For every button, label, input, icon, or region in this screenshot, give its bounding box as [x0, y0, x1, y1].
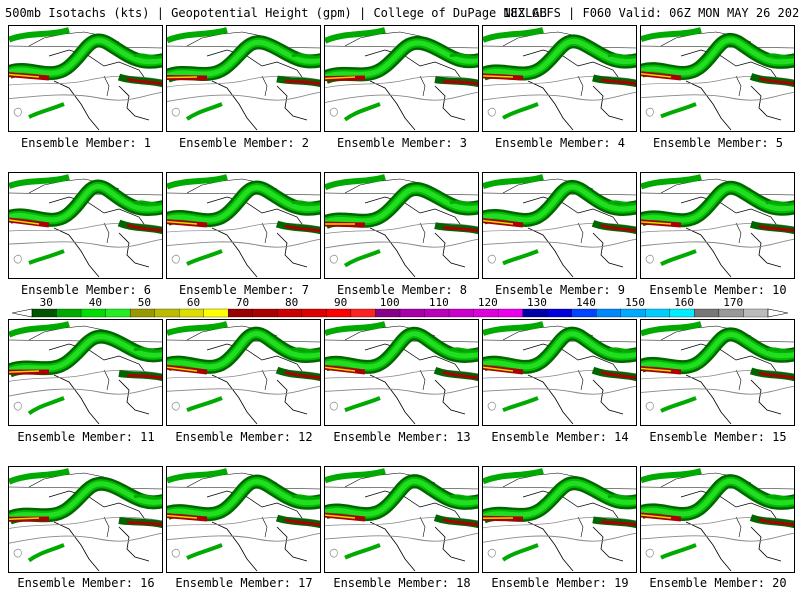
- colorbar-tick-label: 150: [625, 296, 645, 309]
- colorbar-swatch: [277, 308, 303, 318]
- member-label: Ensemble Member: 8: [336, 283, 468, 297]
- colorbar-tick-label: 50: [137, 296, 152, 309]
- colorbar-swatch: [645, 308, 671, 318]
- colorbar-tick-label: 30: [39, 296, 53, 309]
- isotach-colorbar: 30 40 50 60 70 80 90 100 110 120 130 140 150 160 170: [12, 296, 788, 320]
- colorbar-swatch: [718, 308, 744, 318]
- member-map-panel: [324, 25, 479, 132]
- colorbar-swatch: [743, 308, 769, 318]
- member-label: Ensemble Member: 3: [336, 136, 468, 150]
- colorbar-swatch: [694, 308, 720, 318]
- member-label: Ensemble Member: 7: [178, 283, 310, 297]
- colorbar-swatch: [375, 308, 401, 318]
- member-map-panel: [482, 25, 637, 132]
- colorbar-swatch: [424, 308, 450, 318]
- member-map-panel: [640, 319, 795, 426]
- member-label: Ensemble Member: 5: [652, 136, 784, 150]
- colorbar-swatch: [154, 308, 180, 318]
- member-label: Ensemble Member: 12: [175, 430, 313, 444]
- colorbar-swatch: [56, 308, 82, 318]
- colorbar-swatch: [105, 308, 131, 318]
- member-label: Ensemble Member: 20: [649, 576, 787, 590]
- colorbar-swatch: [547, 308, 572, 318]
- colorbar-swatch: [497, 308, 523, 318]
- member-map-panel: [640, 25, 795, 132]
- colorbar-tick-label: 60: [186, 296, 201, 309]
- colorbar-tick-label: 120: [477, 296, 498, 309]
- member-label: Ensemble Member: 18: [333, 576, 471, 590]
- member-map-panel: [166, 25, 321, 132]
- colorbar-swatch: [301, 308, 327, 318]
- member-map-panel: [640, 172, 795, 279]
- member-map-panel: [640, 466, 795, 573]
- member-map-panel: [8, 25, 163, 132]
- run-valid-time: 18Z GEFS | F060 Valid: 06Z MON MAY 26 20…: [503, 6, 800, 20]
- colorbar-tick-label: 170: [723, 296, 744, 309]
- member-map-panel: [482, 466, 637, 573]
- member-map-panel: [324, 172, 479, 279]
- colorbar-swatch: [473, 308, 499, 318]
- colorbar-tick-label: 100: [379, 296, 400, 309]
- colorbar-swatch: [80, 308, 106, 318]
- colorbar-tick-label: 130: [526, 296, 547, 309]
- colorbar-tick-label: 160: [674, 296, 695, 309]
- member-map-panel: [482, 319, 637, 426]
- member-map-panel: [482, 172, 637, 279]
- member-label: Ensemble Member: 14: [491, 430, 629, 444]
- colorbar-scale: [12, 308, 788, 318]
- member-label: Ensemble Member: 11: [17, 430, 155, 444]
- colorbar-swatch: [228, 308, 253, 318]
- member-label: Ensemble Member: 19: [491, 576, 629, 590]
- colorbar-low-arrow: [12, 308, 33, 318]
- colorbar-swatch: [31, 308, 57, 318]
- colorbar-tick-label: 110: [428, 296, 449, 309]
- member-map-panel: [166, 172, 321, 279]
- member-label: Ensemble Member: 1: [20, 136, 152, 150]
- member-map-panel: [8, 466, 163, 573]
- colorbar-swatch: [399, 308, 425, 318]
- member-map-panel: [324, 466, 479, 573]
- member-map-panel: [8, 172, 163, 279]
- colorbar-swatch: [669, 308, 695, 318]
- colorbar-swatch: [252, 308, 278, 318]
- member-label: Ensemble Member: 10: [649, 283, 787, 297]
- member-label: Ensemble Member: 4: [494, 136, 626, 150]
- member-map-panel: [8, 319, 163, 426]
- colorbar-swatch: [179, 308, 204, 318]
- member-label: Ensemble Member: 6: [20, 283, 152, 297]
- member-map-panel: [324, 319, 479, 426]
- header: 500mb Isotachs (kts) | Geopotential Heig…: [0, 0, 800, 24]
- colorbar-tick-label: 80: [284, 296, 299, 309]
- colorbar-high-arrow: [767, 308, 788, 318]
- member-label: Ensemble Member: 15: [649, 430, 787, 444]
- colorbar-swatch: [203, 308, 229, 318]
- map-title: 500mb Isotachs (kts) | Geopotential Heig…: [5, 6, 547, 20]
- colorbar-swatch: [326, 308, 352, 318]
- colorbar-swatch: [129, 308, 155, 318]
- colorbar-swatch: [350, 308, 376, 318]
- member-map-panel: [166, 319, 321, 426]
- colorbar-tick-label: 140: [576, 296, 596, 309]
- colorbar-swatch: [620, 308, 646, 318]
- member-label: Ensemble Member: 16: [17, 576, 155, 590]
- member-label: Ensemble Member: 9: [494, 283, 626, 297]
- colorbar-swatch: [448, 308, 474, 318]
- colorbar-swatch: [596, 308, 621, 318]
- colorbar-tick-label: 90: [334, 296, 348, 309]
- colorbar-tick-label: 70: [235, 296, 250, 309]
- member-map-panel: [166, 466, 321, 573]
- member-label: Ensemble Member: 17: [175, 576, 313, 590]
- member-label: Ensemble Member: 13: [333, 430, 471, 444]
- colorbar-tick-label: 40: [88, 296, 102, 309]
- colorbar-swatch: [571, 308, 597, 318]
- member-label: Ensemble Member: 2: [178, 136, 310, 150]
- colorbar-swatch: [522, 308, 548, 318]
